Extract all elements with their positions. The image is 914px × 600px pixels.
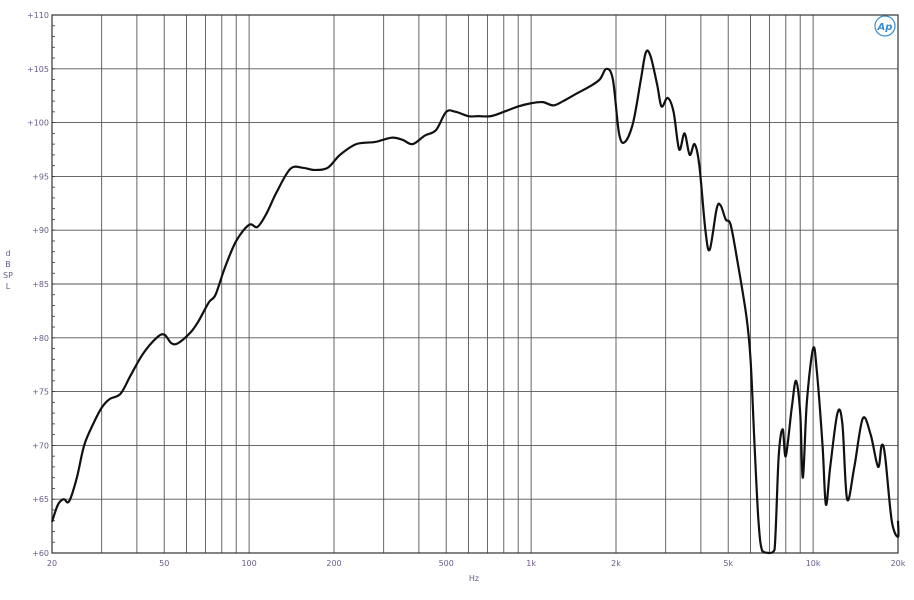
x-tick-label: 1k [526,559,536,568]
y-tick-label: +105 [27,65,49,74]
y-tick-label: +80 [32,334,49,343]
grid [51,14,899,554]
x-tick-label: 20k [891,559,906,568]
x-tick-label: 20 [47,559,57,568]
x-tick-label: 5k [723,559,733,568]
y-tick-label: +85 [32,280,49,289]
x-tick-label: 50 [159,559,169,568]
x-tick-label: 500 [439,559,454,568]
x-tick-label: 100 [241,559,256,568]
x-tick-label: 200 [326,559,341,568]
series-line [50,49,900,555]
y-tick-label: +65 [32,495,49,504]
y-axis-label: dB SPL [3,249,13,291]
y-tick-label: +70 [32,441,49,450]
y-tick-label: +90 [32,226,49,235]
ap-logo: Ap [874,15,896,37]
y-tick-label: +60 [32,549,49,558]
x-axis-label: Hz [469,574,479,583]
x-tick-label: 10k [806,559,821,568]
y-tick-label: +75 [32,388,49,397]
y-axis-ticks: +110 +105 +100 +95 +90 +85 +80 +75 +70 +65 +60 [27,11,49,558]
y-tick-label: +95 [32,172,49,181]
plot-border [51,14,899,554]
y-tick-label: +100 [27,119,49,128]
svg-text:Ap: Ap [877,22,893,33]
x-axis-ticks: 20 50 100 200 500 1k 2k 5k 10k 20k [47,559,906,568]
y-tick-label: +110 [27,11,49,20]
x-tick-label: 2k [611,559,621,568]
